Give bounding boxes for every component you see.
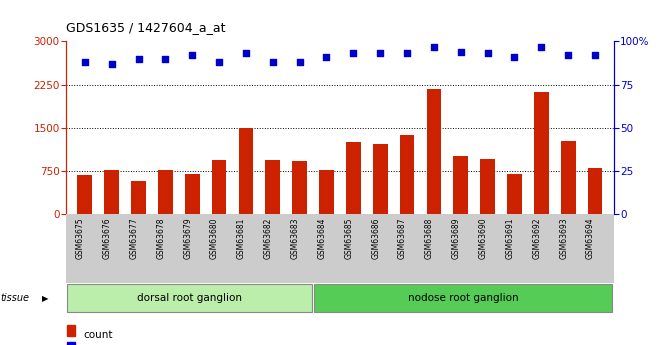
Bar bbox=[104, 170, 119, 214]
Text: nodose root ganglion: nodose root ganglion bbox=[408, 294, 519, 303]
Text: GSM63689: GSM63689 bbox=[451, 217, 461, 259]
Point bbox=[375, 51, 385, 56]
Point bbox=[563, 52, 574, 58]
Text: GSM63684: GSM63684 bbox=[317, 217, 327, 259]
Text: tissue: tissue bbox=[1, 294, 30, 303]
FancyBboxPatch shape bbox=[314, 284, 612, 313]
Point bbox=[402, 51, 412, 56]
FancyBboxPatch shape bbox=[67, 284, 312, 313]
Bar bbox=[480, 159, 495, 214]
Text: GSM63680: GSM63680 bbox=[210, 217, 219, 259]
Text: GSM63685: GSM63685 bbox=[345, 217, 353, 259]
Point bbox=[455, 49, 466, 55]
Bar bbox=[67, 342, 75, 345]
Text: dorsal root ganglion: dorsal root ganglion bbox=[137, 294, 242, 303]
Bar bbox=[453, 156, 468, 214]
Bar bbox=[561, 141, 576, 214]
Bar bbox=[212, 160, 226, 214]
Point bbox=[536, 44, 546, 49]
Point bbox=[79, 59, 90, 65]
Bar bbox=[319, 170, 334, 214]
Text: GSM63692: GSM63692 bbox=[533, 217, 541, 259]
Text: GSM63688: GSM63688 bbox=[425, 217, 434, 259]
Point bbox=[241, 51, 251, 56]
Point bbox=[348, 51, 358, 56]
Point bbox=[106, 61, 117, 67]
Bar bbox=[400, 135, 414, 214]
Text: GSM63676: GSM63676 bbox=[103, 217, 112, 259]
Bar bbox=[373, 144, 387, 214]
Point bbox=[133, 56, 144, 61]
Bar bbox=[507, 174, 522, 214]
Point bbox=[214, 59, 224, 65]
Point bbox=[590, 52, 601, 58]
Text: ▶: ▶ bbox=[42, 294, 48, 303]
Text: GSM63682: GSM63682 bbox=[264, 217, 273, 259]
Bar bbox=[131, 180, 146, 214]
Text: GSM63675: GSM63675 bbox=[76, 217, 84, 259]
Text: GSM63686: GSM63686 bbox=[371, 217, 380, 259]
Text: GSM63690: GSM63690 bbox=[478, 217, 488, 259]
Bar bbox=[426, 89, 442, 214]
Text: GSM63693: GSM63693 bbox=[559, 217, 568, 259]
Bar bbox=[534, 92, 548, 214]
Text: GSM63681: GSM63681 bbox=[237, 217, 246, 259]
Bar bbox=[292, 161, 307, 214]
Bar bbox=[587, 168, 603, 214]
Bar bbox=[67, 325, 75, 336]
Bar bbox=[265, 160, 280, 214]
Text: GSM63679: GSM63679 bbox=[183, 217, 192, 259]
Bar bbox=[346, 142, 361, 214]
Text: GSM63677: GSM63677 bbox=[129, 217, 139, 259]
Point bbox=[187, 52, 197, 58]
Point bbox=[267, 59, 278, 65]
Point bbox=[482, 51, 493, 56]
Text: GSM63691: GSM63691 bbox=[506, 217, 514, 259]
Text: count: count bbox=[84, 330, 114, 339]
Bar bbox=[238, 128, 253, 214]
Text: GSM63687: GSM63687 bbox=[398, 217, 407, 259]
Text: GSM63694: GSM63694 bbox=[586, 217, 595, 259]
Bar bbox=[185, 174, 199, 214]
Point bbox=[321, 54, 332, 60]
Text: GSM63683: GSM63683 bbox=[290, 217, 300, 259]
Point bbox=[428, 44, 439, 49]
Text: GDS1635 / 1427604_a_at: GDS1635 / 1427604_a_at bbox=[66, 21, 226, 34]
Point bbox=[160, 56, 171, 61]
Bar bbox=[158, 170, 173, 214]
Point bbox=[509, 54, 519, 60]
Point bbox=[294, 59, 305, 65]
Bar bbox=[77, 175, 92, 214]
Text: GSM63678: GSM63678 bbox=[156, 217, 166, 259]
